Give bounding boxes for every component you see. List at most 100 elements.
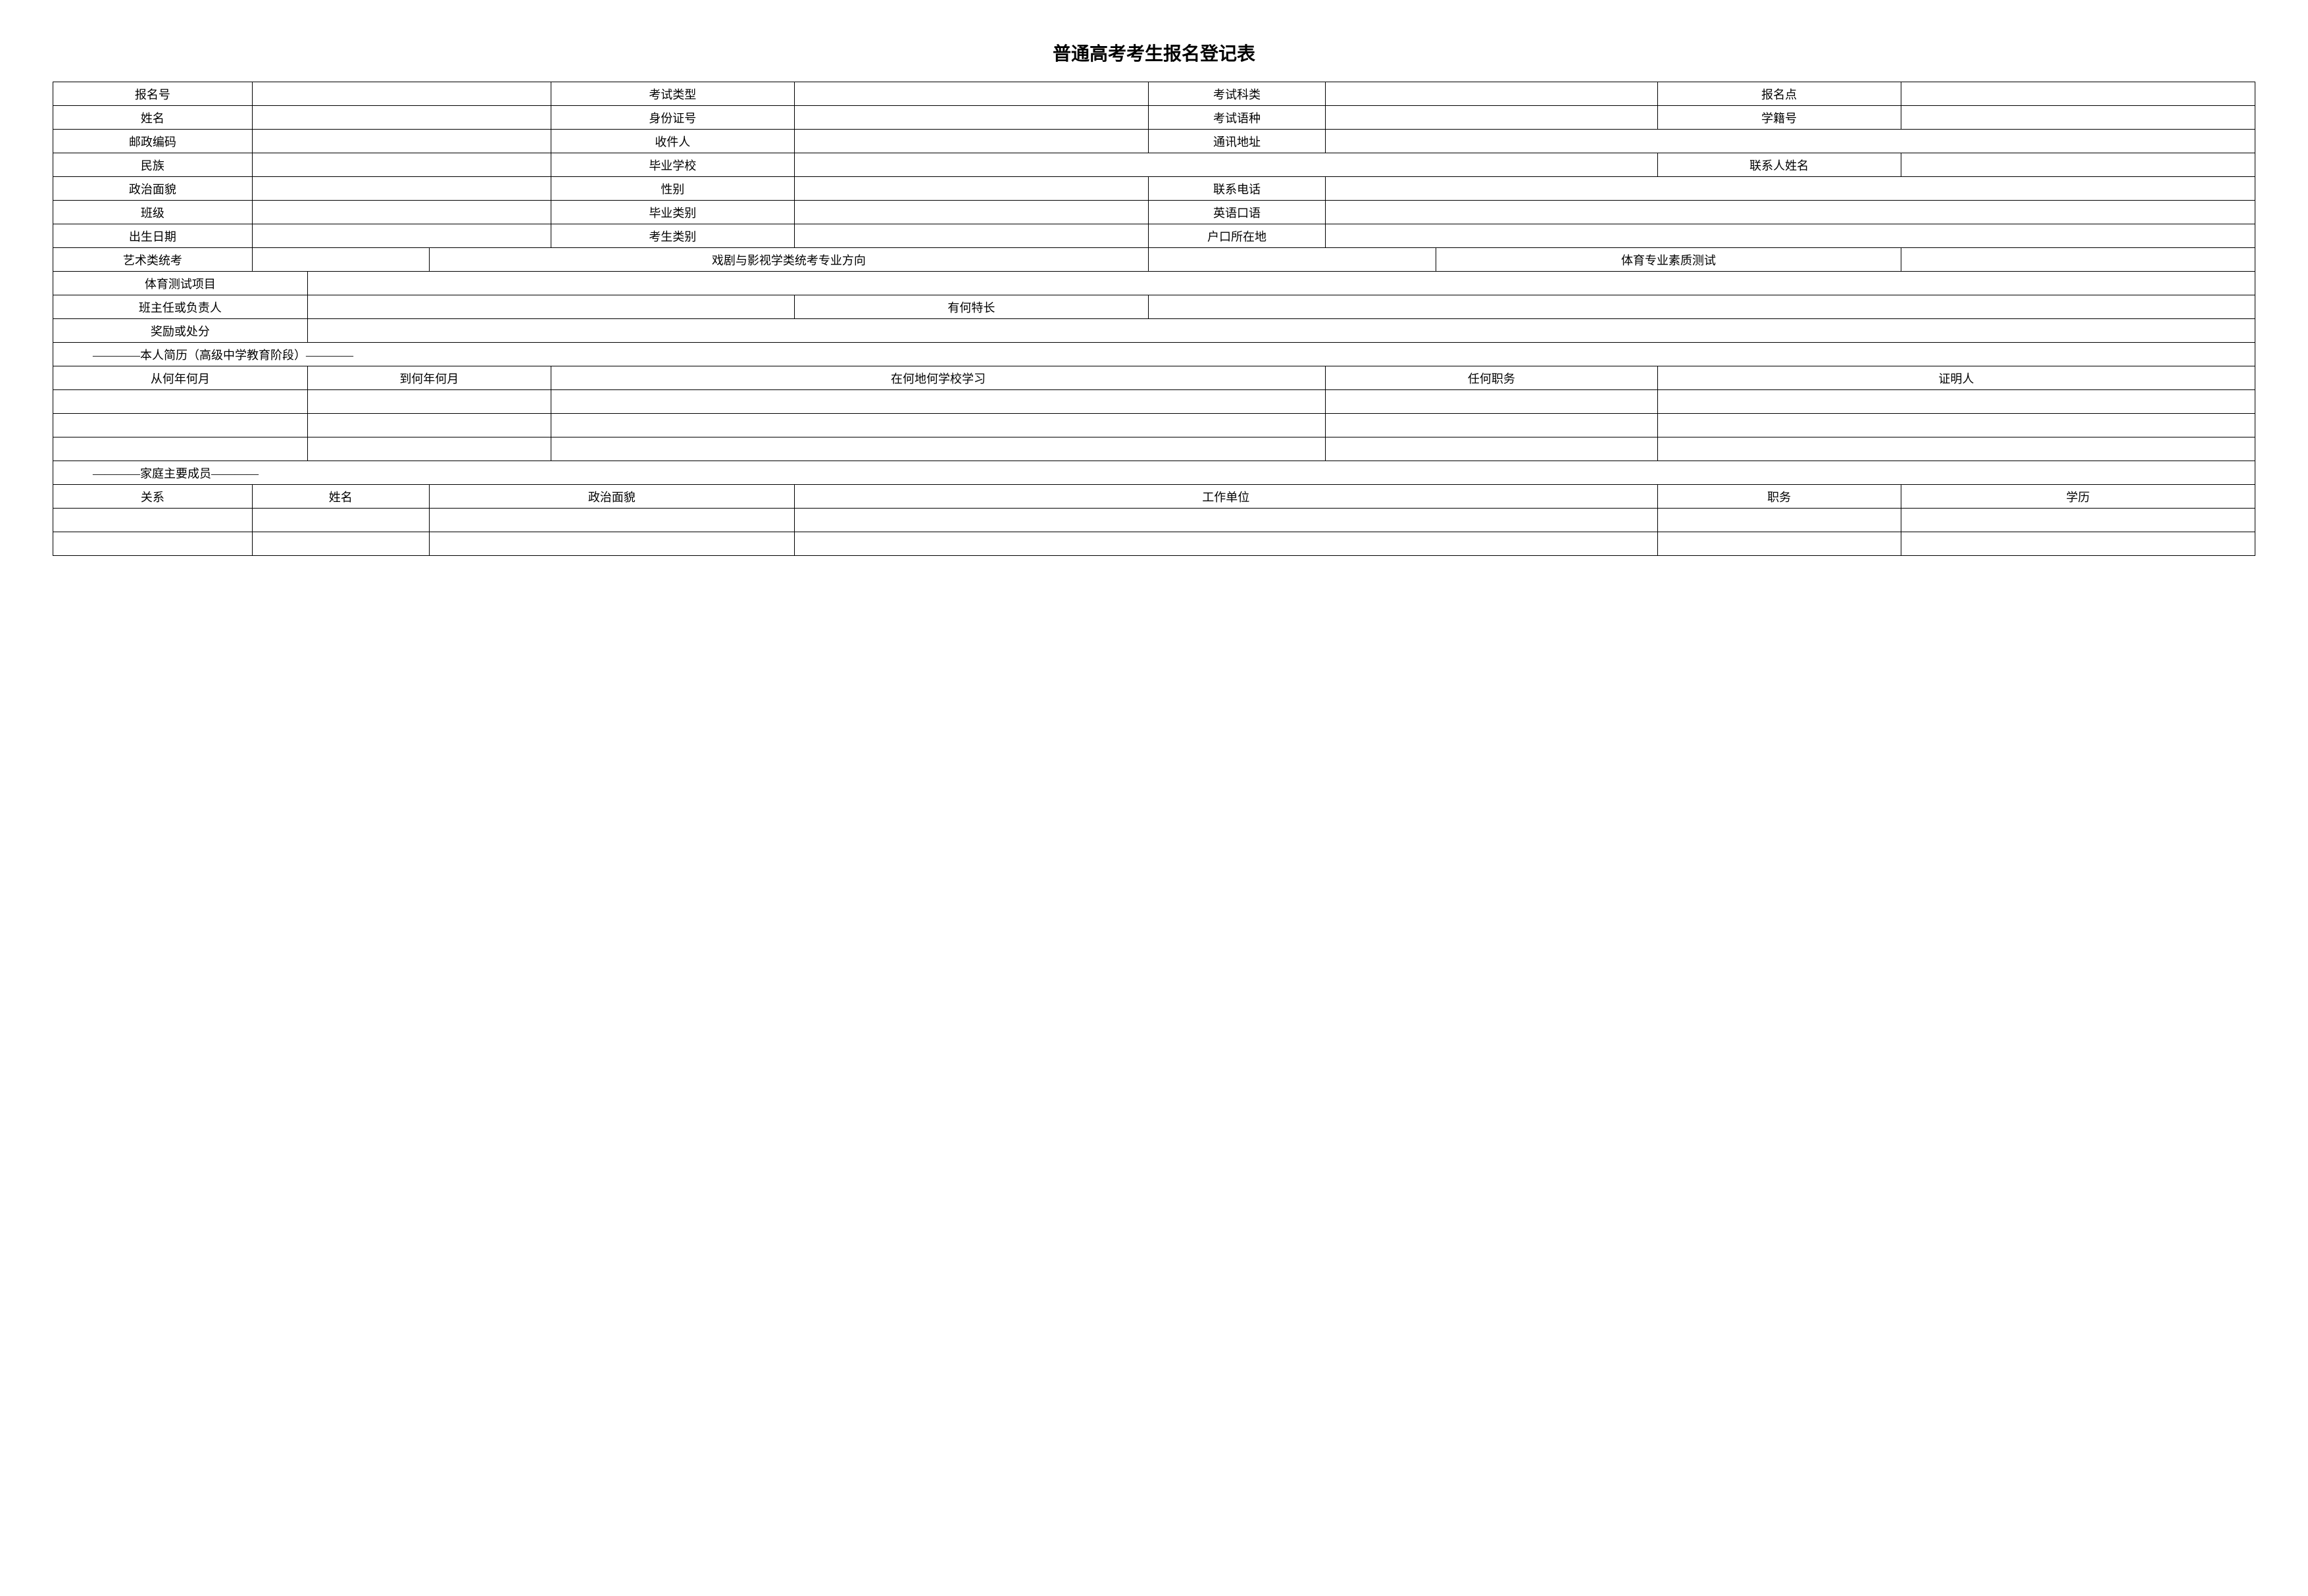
- label-graduation-school: 毕业学校: [551, 153, 794, 177]
- family-name-value[interactable]: [252, 532, 429, 556]
- resume-where-study[interactable]: [551, 414, 1325, 437]
- label-exam-language: 考试语种: [1149, 106, 1326, 130]
- resume-row: [53, 390, 2255, 414]
- family-political-value[interactable]: [429, 509, 794, 532]
- field-recipient[interactable]: [794, 130, 1148, 153]
- label-work-unit: 工作单位: [794, 485, 1657, 509]
- field-candidate-category[interactable]: [794, 224, 1148, 248]
- label-family-name: 姓名: [252, 485, 429, 509]
- field-name[interactable]: [252, 106, 551, 130]
- field-contact-name[interactable]: [1901, 153, 2255, 177]
- family-education[interactable]: [1901, 509, 2255, 532]
- label-art-unified-exam: 艺术类统考: [53, 248, 253, 272]
- label-political-status: 政治面貌: [53, 177, 253, 201]
- label-contact-name: 联系人姓名: [1657, 153, 1901, 177]
- field-political-status[interactable]: [252, 177, 551, 201]
- resume-where-study[interactable]: [551, 390, 1325, 414]
- field-mailing-address[interactable]: [1326, 130, 2255, 153]
- label-ethnicity: 民族: [53, 153, 253, 177]
- resume-position[interactable]: [1326, 390, 1658, 414]
- resume-certifier[interactable]: [1657, 390, 2255, 414]
- label-sports-quality-test: 体育专业素质测试: [1436, 248, 1901, 272]
- label-drama-film-major: 戏剧与影视学类统考专业方向: [429, 248, 1148, 272]
- resume-row: [53, 437, 2255, 461]
- label-class: 班级: [53, 201, 253, 224]
- family-political-value[interactable]: [429, 532, 794, 556]
- label-contact-phone: 联系电话: [1149, 177, 1326, 201]
- resume-from-date[interactable]: [53, 437, 308, 461]
- field-graduation-category[interactable]: [794, 201, 1148, 224]
- label-class-teacher: 班主任或负责人: [53, 295, 308, 319]
- family-relationship[interactable]: [53, 532, 253, 556]
- label-relationship: 关系: [53, 485, 253, 509]
- label-sports-test-item: 体育测试项目: [53, 272, 308, 295]
- label-id-number: 身份证号: [551, 106, 794, 130]
- field-graduation-school[interactable]: [794, 153, 1657, 177]
- family-work-unit[interactable]: [794, 509, 1657, 532]
- field-registration-point[interactable]: [1901, 82, 2255, 106]
- resume-where-study[interactable]: [551, 437, 1325, 461]
- family-name-value[interactable]: [252, 509, 429, 532]
- field-postal-code[interactable]: [252, 130, 551, 153]
- field-rewards-penalties[interactable]: [307, 319, 2255, 343]
- resume-position[interactable]: [1326, 437, 1658, 461]
- family-education[interactable]: [1901, 532, 2255, 556]
- field-class[interactable]: [252, 201, 551, 224]
- field-sports-quality-test[interactable]: [1901, 248, 2255, 272]
- label-registration-point: 报名点: [1657, 82, 1901, 106]
- field-ethnicity[interactable]: [252, 153, 551, 177]
- field-drama-film-major[interactable]: [1149, 248, 1436, 272]
- label-exam-type: 考试类型: [551, 82, 794, 106]
- label-name: 姓名: [53, 106, 253, 130]
- field-exam-category[interactable]: [1326, 82, 1658, 106]
- field-gender[interactable]: [794, 177, 1148, 201]
- field-birth-date[interactable]: [252, 224, 551, 248]
- page-title: 普通高考考生报名登记表: [53, 39, 2255, 66]
- resume-row: [53, 414, 2255, 437]
- label-household-location: 户口所在地: [1149, 224, 1326, 248]
- label-exam-category: 考试科类: [1149, 82, 1326, 106]
- field-special-skills[interactable]: [1149, 295, 2255, 319]
- family-relationship[interactable]: [53, 509, 253, 532]
- resume-certifier[interactable]: [1657, 437, 2255, 461]
- label-from-date: 从何年何月: [53, 366, 308, 390]
- field-sports-test-item[interactable]: [307, 272, 2255, 295]
- family-job-title[interactable]: [1657, 532, 1901, 556]
- resume-from-date[interactable]: [53, 414, 308, 437]
- field-id-number[interactable]: [794, 106, 1148, 130]
- label-where-study: 在何地何学校学习: [551, 366, 1325, 390]
- field-student-id[interactable]: [1901, 106, 2255, 130]
- registration-form-table: 报名号 考试类型 考试科类 报名点 姓名 身份证号 考试语种 学籍号 邮政编码 …: [53, 82, 2255, 556]
- label-special-skills: 有何特长: [794, 295, 1148, 319]
- resume-position[interactable]: [1326, 414, 1658, 437]
- family-job-title[interactable]: [1657, 509, 1901, 532]
- field-art-unified-exam[interactable]: [252, 248, 429, 272]
- family-row: [53, 509, 2255, 532]
- label-birth-date: 出生日期: [53, 224, 253, 248]
- label-english-oral: 英语口语: [1149, 201, 1326, 224]
- label-graduation-category: 毕业类别: [551, 201, 794, 224]
- field-exam-type[interactable]: [794, 82, 1148, 106]
- label-education: 学历: [1901, 485, 2255, 509]
- field-class-teacher[interactable]: [307, 295, 794, 319]
- field-registration-no[interactable]: [252, 82, 551, 106]
- resume-to-date[interactable]: [307, 437, 551, 461]
- field-household-location[interactable]: [1326, 224, 2255, 248]
- label-to-date: 到何年何月: [307, 366, 551, 390]
- resume-from-date[interactable]: [53, 390, 308, 414]
- label-registration-no: 报名号: [53, 82, 253, 106]
- label-mailing-address: 通讯地址: [1149, 130, 1326, 153]
- resume-to-date[interactable]: [307, 390, 551, 414]
- label-position-held: 任何职务: [1326, 366, 1658, 390]
- resume-certifier[interactable]: [1657, 414, 2255, 437]
- label-certifier: 证明人: [1657, 366, 2255, 390]
- field-english-oral[interactable]: [1326, 201, 2255, 224]
- field-exam-language[interactable]: [1326, 106, 1658, 130]
- field-contact-phone[interactable]: [1326, 177, 2255, 201]
- label-gender: 性别: [551, 177, 794, 201]
- family-work-unit[interactable]: [794, 532, 1657, 556]
- label-recipient: 收件人: [551, 130, 794, 153]
- section-family-header: ————家庭主要成员————: [53, 461, 2255, 485]
- label-rewards-penalties: 奖励或处分: [53, 319, 308, 343]
- resume-to-date[interactable]: [307, 414, 551, 437]
